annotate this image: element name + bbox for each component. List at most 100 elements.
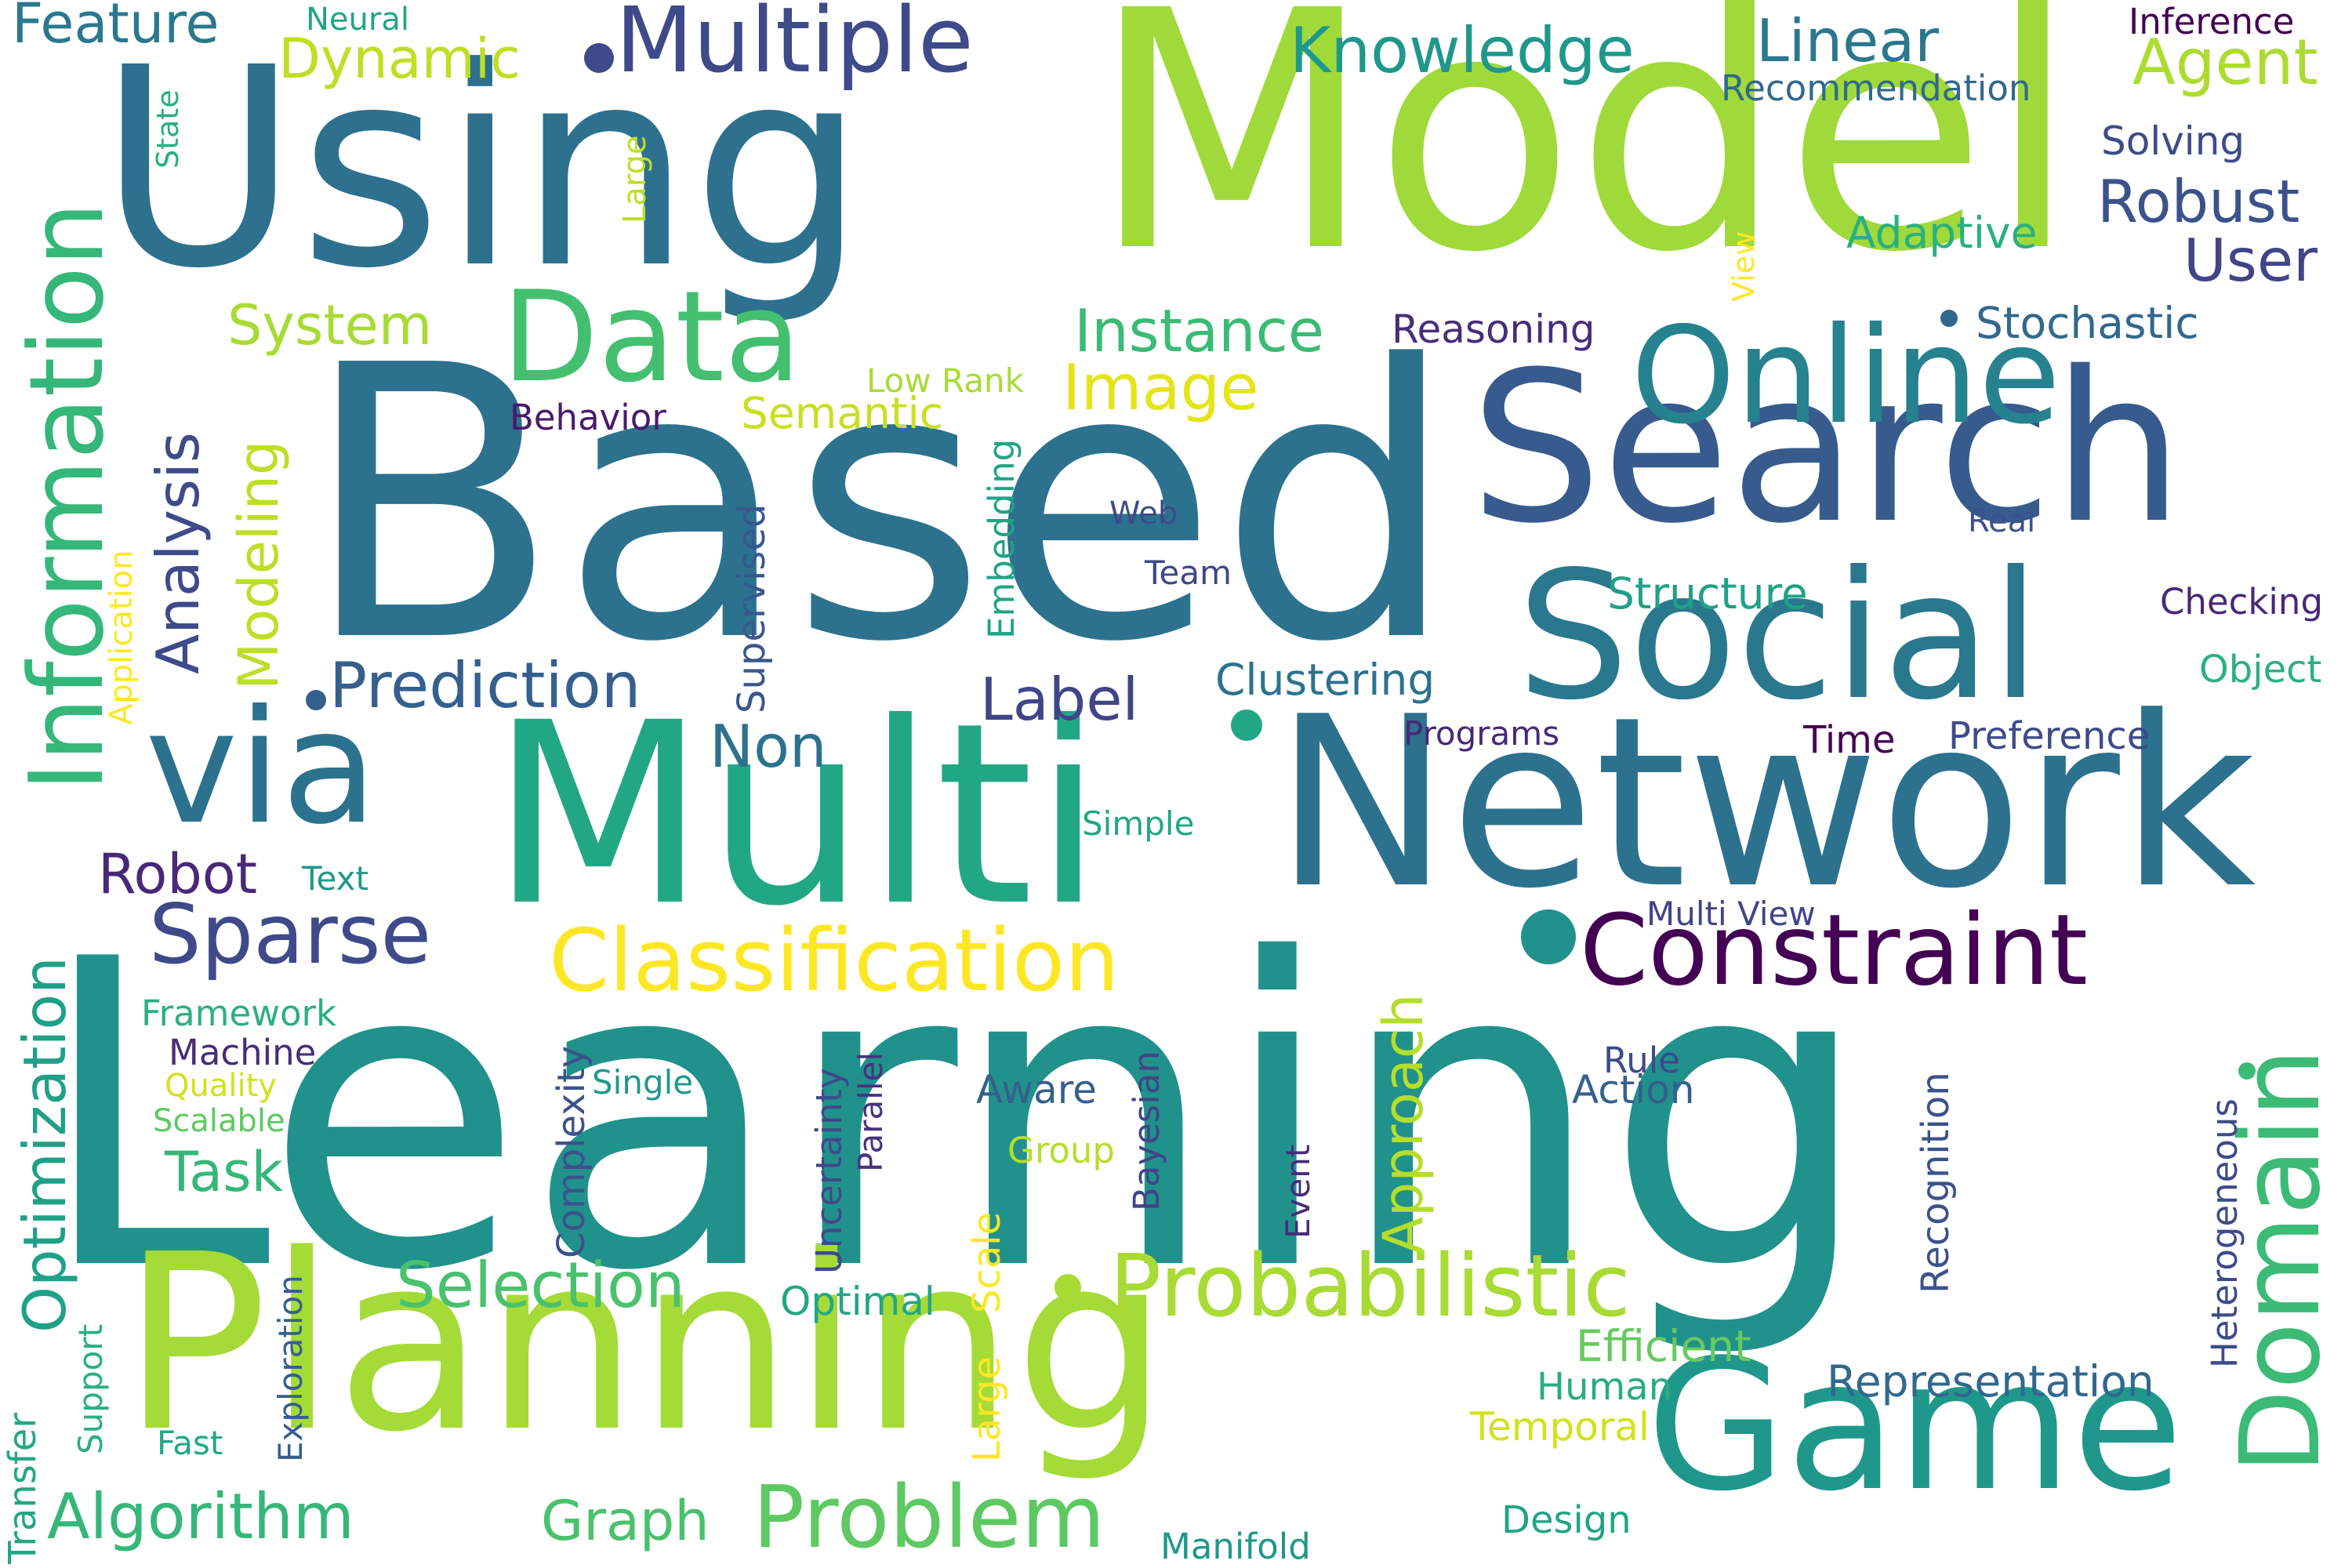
word-multi: Multi xyxy=(490,670,1104,961)
word-recommendation: Recommendation xyxy=(1721,67,2031,109)
word-scale: Scale xyxy=(965,1211,1009,1313)
word-complexity: Complexity xyxy=(550,1045,593,1258)
word-large-top: Large xyxy=(617,135,653,223)
word-solving: Solving xyxy=(2101,118,2245,164)
word-classification: Classification xyxy=(549,910,1120,1011)
word-semantic: Semantic xyxy=(741,388,943,438)
word-multiple: Multiple xyxy=(615,0,974,93)
word-checking: Checking xyxy=(2160,581,2324,622)
word-support: Support xyxy=(71,1323,110,1454)
word-game: Game xyxy=(1646,1322,2183,1531)
word-task: Task xyxy=(165,1140,284,1204)
word-real: Real xyxy=(1968,503,2036,539)
word-dynamic: Dynamic xyxy=(278,27,521,91)
word-inference: Inference xyxy=(2129,1,2295,42)
word-image: Image xyxy=(1062,351,1259,424)
word-recognition: Recognition xyxy=(1914,1072,1958,1294)
word-embedding: Embedding xyxy=(981,438,1022,639)
word-non: Non xyxy=(710,712,827,781)
word-linear: Linear xyxy=(1756,6,1940,75)
word-action: Action xyxy=(1572,1067,1695,1112)
word-heterogeneous: Heterogeneous xyxy=(2204,1098,2245,1368)
word-stochastic: Stochastic xyxy=(1976,298,2199,348)
word-knowledge: Knowledge xyxy=(1290,14,1635,87)
word-search: Search xyxy=(1470,328,2184,569)
word-neural: Neural xyxy=(306,2,409,38)
word-manifold: Manifold xyxy=(1160,1526,1311,1567)
word-efficient: Efficient xyxy=(1576,1321,1751,1371)
decorative-dot xyxy=(2238,1062,2256,1080)
word-time: Time xyxy=(1803,718,1896,762)
decorative-dot xyxy=(1054,1274,1081,1301)
decorative-dot xyxy=(306,690,326,710)
decorative-dot xyxy=(1521,909,1576,964)
word-team: Team xyxy=(1145,554,1232,592)
word-behavior: Behavior xyxy=(510,397,666,438)
word-robot: Robot xyxy=(98,842,258,906)
word-selection: Selection xyxy=(396,1249,685,1322)
word-temporal: Temporal xyxy=(1470,1404,1650,1450)
word-information: Information xyxy=(7,201,126,792)
decorative-dot xyxy=(1940,310,1958,327)
word-label: Label xyxy=(980,665,1139,734)
word-group: Group xyxy=(1007,1130,1115,1171)
word-state: State xyxy=(151,89,185,169)
word-representation: Representation xyxy=(1827,1356,2154,1406)
word-web: Web xyxy=(1109,495,1178,532)
word-analysis: Analysis xyxy=(143,431,212,674)
word-learning: Learning xyxy=(35,871,1874,1363)
word-social: Social xyxy=(1517,534,2041,739)
word-preference: Preference xyxy=(1948,714,2151,758)
word-event: Event xyxy=(1279,1144,1317,1239)
word-user: User xyxy=(2183,226,2318,295)
word-programs: Programs xyxy=(1403,714,1560,753)
word-graph: Graph xyxy=(541,1489,710,1553)
word-structure: Structure xyxy=(1607,568,1808,619)
word-online: Online xyxy=(1631,299,2061,454)
word-probabilistic: Probabilistic xyxy=(1109,1236,1631,1336)
word-text: Text xyxy=(302,859,368,898)
word-clustering: Clustering xyxy=(1215,655,1436,705)
word-object: Object xyxy=(2199,648,2322,691)
word-machine: Machine xyxy=(169,1032,317,1073)
word-agent: Agent xyxy=(2132,26,2318,99)
word-instance: Instance xyxy=(1074,296,1325,365)
word-sparse: Sparse xyxy=(149,887,432,982)
word-using: Using xyxy=(98,9,866,328)
word-exploration: Exploration xyxy=(271,1275,310,1462)
word-fast: Fast xyxy=(157,1424,223,1462)
word-reasoning: Reasoning xyxy=(1392,307,1595,352)
word-transfer: Transfer xyxy=(1,1412,45,1564)
word-design: Design xyxy=(1501,1498,1632,1542)
word-planning: Planning xyxy=(122,1203,1169,1486)
word-network: Network xyxy=(1274,666,2256,940)
word-based: Based xyxy=(302,286,1457,724)
word-uncertainty: Uncertainty xyxy=(808,1068,850,1274)
word-view: View xyxy=(1726,230,1761,302)
word-framework: Framework xyxy=(141,993,337,1034)
word-algorithm: Algorithm xyxy=(47,1480,354,1553)
word-low-rank: Low Rank xyxy=(866,361,1024,400)
word-model: Model xyxy=(1090,0,2079,325)
word-large-scale-large: Large xyxy=(965,1356,1009,1462)
word-multi-view: Multi View xyxy=(1646,895,1816,933)
word-application: Application xyxy=(103,550,140,726)
word-simple: Simple xyxy=(1082,804,1195,843)
word-scalable: Scalable xyxy=(153,1103,285,1139)
word-adaptive: Adaptive xyxy=(1846,208,2038,258)
word-parallel: Parallel xyxy=(851,1051,890,1172)
word-via: via xyxy=(145,677,378,859)
word-problem: Problem xyxy=(753,1467,1105,1567)
decorative-dot xyxy=(584,43,614,73)
word-robust: Robust xyxy=(2097,167,2300,236)
word-constraint: Constraint xyxy=(1580,894,2089,1007)
word-bayesian: Bayesian xyxy=(1126,1051,1167,1211)
word-system: System xyxy=(227,293,433,358)
word-human: Human xyxy=(1537,1365,1673,1409)
word-approach: Approach xyxy=(1371,993,1436,1254)
word-prediction: Prediction xyxy=(329,649,641,722)
word-quality: Quality xyxy=(165,1068,277,1104)
word-feature: Feature xyxy=(12,0,220,56)
word-modeling: Modeling xyxy=(227,440,291,690)
